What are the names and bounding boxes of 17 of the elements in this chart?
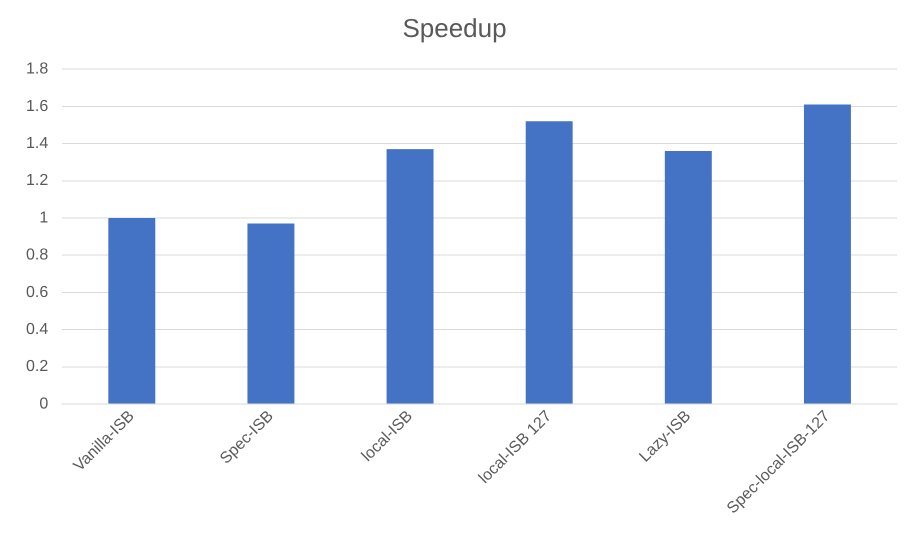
y-tick-label: 0.6 xyxy=(26,284,48,301)
bar xyxy=(804,104,851,404)
y-tick-label: 1.6 xyxy=(26,98,48,115)
chart-title: Speedup xyxy=(402,12,507,43)
y-tick-label: 0.4 xyxy=(26,320,48,338)
bar xyxy=(108,218,156,404)
bar xyxy=(664,151,712,404)
y-tick-label: 0.8 xyxy=(26,246,48,264)
y-tick-label: 0 xyxy=(39,395,48,412)
y-tick-label: 0.2 xyxy=(26,358,48,376)
y-tick-label: 1 xyxy=(39,209,48,226)
y-tick-label: 1.8 xyxy=(26,60,48,78)
bar xyxy=(526,121,573,404)
y-tick-label: 1.2 xyxy=(26,172,48,190)
y-tick-label: 1.4 xyxy=(26,134,48,152)
bar xyxy=(247,224,294,404)
bar xyxy=(386,149,434,404)
